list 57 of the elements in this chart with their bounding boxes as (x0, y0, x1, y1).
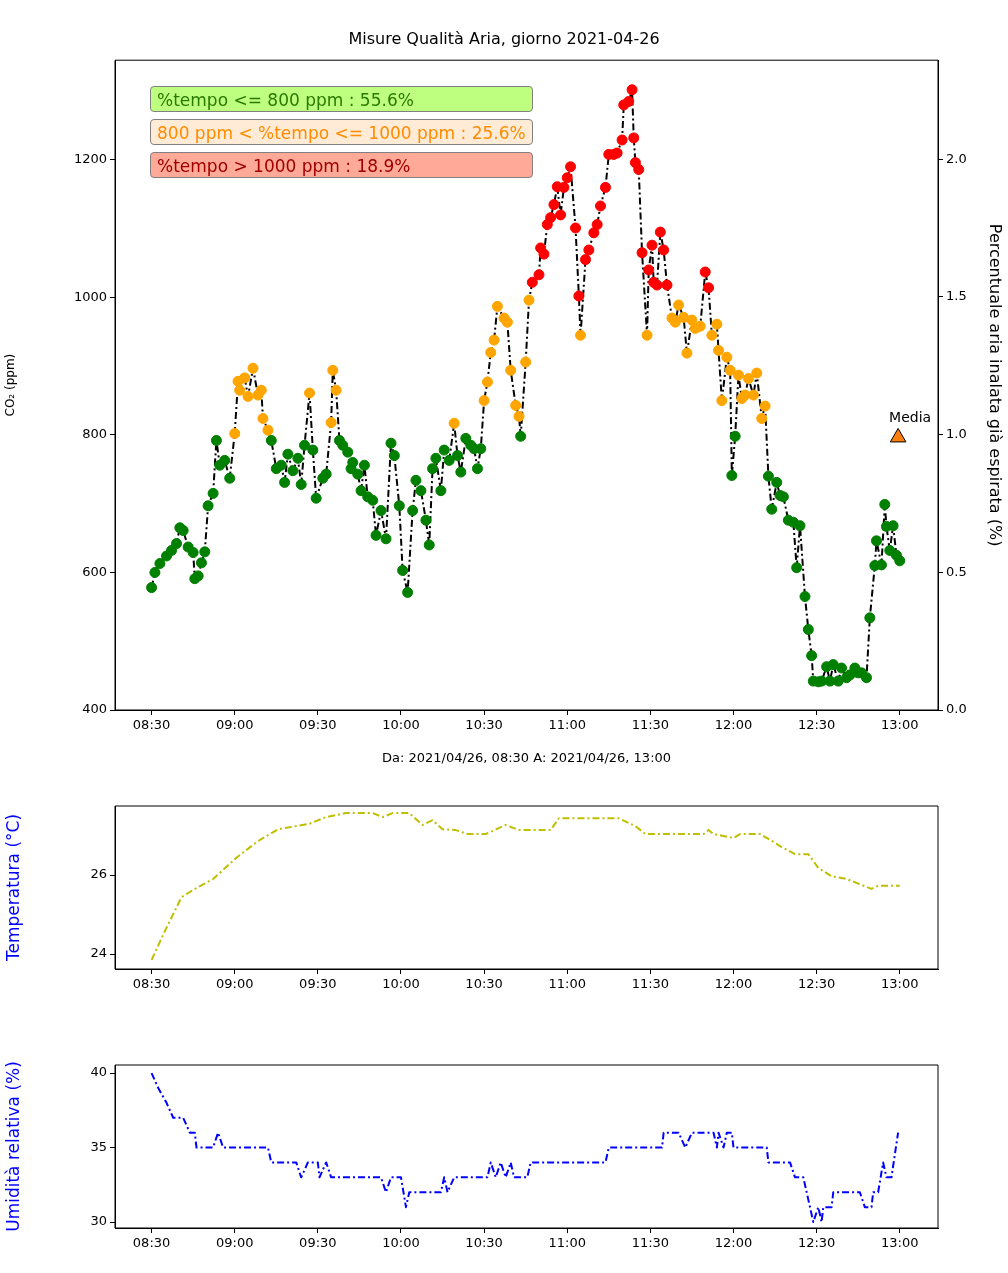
x-tick-label: 08:30 (132, 1235, 171, 1251)
y2-tick-label: 2.0 (946, 150, 967, 166)
x-tick-label: 09:30 (299, 717, 337, 733)
x-tick-label: 10:00 (382, 717, 420, 733)
x-axis-title: Da: 2021/04/26, 08:30 A: 2021/04/26, 13:00 (381, 749, 672, 765)
y-tick-label: 26 (90, 866, 107, 882)
x-tick-label: 10:30 (465, 976, 503, 992)
y-tick-label: 35 (90, 1138, 107, 1154)
y-axis-title: Umidità relativa (%) (2, 1061, 23, 1232)
x-tick-label: 12:00 (714, 1235, 753, 1251)
x-tick-label: 11:30 (631, 717, 670, 733)
x-tick-label: 13:00 (881, 717, 919, 733)
x-tick-label: 08:30 (132, 717, 171, 733)
x-tick-label: 09:00 (215, 717, 254, 733)
x-tick-label: 12:30 (797, 717, 836, 733)
x-tick-label: 09:00 (215, 976, 254, 992)
y-tick-label: 40 (90, 1064, 107, 1080)
y-tick-label: 24 (90, 945, 107, 961)
x-tick-label: 10:30 (465, 717, 503, 733)
x-tick-label: 12:00 (714, 976, 753, 992)
note-box: %tempo <= 800 ppm : 55.6% (150, 86, 533, 113)
y-tick-label: 800 (82, 426, 107, 442)
y2-tick-label: 0.5 (946, 563, 967, 579)
x-tick-label: 11:00 (548, 976, 586, 992)
y-tick-label: 1000 (73, 288, 107, 304)
x-tick-label: 12:00 (714, 717, 753, 733)
x-tick-label: 13:00 (881, 976, 919, 992)
y-tick-label: 30 (90, 1213, 107, 1229)
note-box: 800 ppm < %tempo <= 1000 ppm : 25.6% (150, 119, 533, 146)
y2-tick-label: 0.0 (946, 701, 967, 717)
x-tick-label: 09:00 (215, 1235, 254, 1251)
x-tick-label: 10:30 (465, 1235, 503, 1251)
x-tick-label: 10:00 (382, 1235, 420, 1251)
series-label: Media (889, 409, 932, 426)
x-tick-label: 09:30 (299, 976, 337, 992)
x-tick-label: 08:30 (132, 976, 171, 992)
x-tick-label: 10:00 (382, 976, 420, 992)
x-tick-label: 11:30 (631, 976, 670, 992)
x-tick-label: 12:30 (797, 1235, 836, 1251)
x-tick-label: 11:00 (548, 1235, 586, 1251)
y-tick-label: 1200 (73, 151, 107, 167)
x-tick-label: 12:30 (797, 976, 836, 992)
y-tick-label: 400 (82, 701, 107, 717)
line-series (150, 1072, 900, 1224)
y-tick-label: 600 (82, 563, 107, 579)
line-series (150, 812, 901, 961)
y2-axis-title: Percentuale aria inalata già espirata (%) (986, 223, 1006, 547)
note-box: %tempo > 1000 ppm : 18.9% (150, 152, 533, 179)
chart-title: Misure Qualità Aria, giorno 2021-04-26 (348, 28, 660, 48)
x-tick-label: 13:00 (881, 1235, 919, 1251)
x-tick-label: 09:30 (299, 1235, 337, 1251)
y-axis-title: Temperatura (°C) (2, 813, 23, 963)
y2-tick-label: 1.5 (946, 288, 967, 304)
y-axis-title: CO₂ (ppm) (3, 353, 18, 417)
y2-tick-label: 1.0 (946, 426, 967, 442)
x-tick-label: 11:30 (631, 1235, 670, 1251)
x-tick-label: 11:00 (548, 717, 586, 733)
